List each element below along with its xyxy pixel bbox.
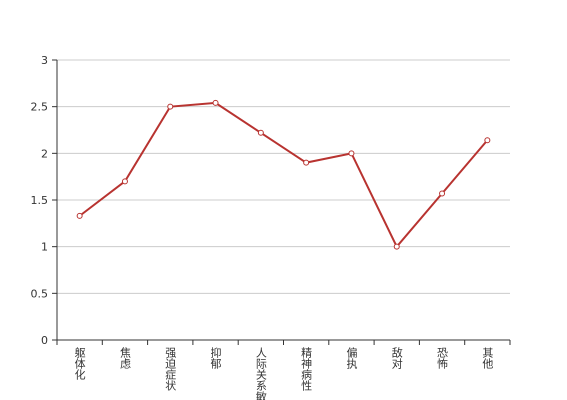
y-tick-label: 2.5 bbox=[31, 101, 49, 114]
point bbox=[348, 150, 355, 157]
line bbox=[79, 101, 489, 249]
y-tick-label: 0 bbox=[41, 334, 48, 347]
point bbox=[303, 159, 310, 166]
x-tick-label: 偏执 bbox=[345, 346, 358, 370]
y-tick-label: 0.5 bbox=[31, 287, 49, 300]
y-tick-label: 1.5 bbox=[31, 194, 49, 207]
x-tick-label: 强迫症状 bbox=[164, 347, 177, 391]
x-tick-label: 人际关系敏感 bbox=[254, 347, 267, 400]
point bbox=[167, 103, 174, 110]
point bbox=[484, 137, 491, 144]
point bbox=[212, 99, 219, 106]
point bbox=[439, 190, 446, 197]
x-tick-label: 躯体化 bbox=[73, 347, 86, 381]
x-tick-label: 精神病性 bbox=[300, 347, 313, 392]
y-tick-label: 1 bbox=[41, 241, 48, 254]
x-tick-label: 焦虑 bbox=[118, 347, 131, 369]
x-tick-label: 其他 bbox=[481, 347, 494, 369]
x-tick-label: 恐怖 bbox=[436, 347, 449, 369]
y-tick-label: 3 bbox=[41, 54, 48, 67]
x-tick-label: 敌对 bbox=[390, 346, 403, 369]
point bbox=[257, 129, 264, 136]
x-tick-label: 抑郁 bbox=[209, 346, 222, 369]
point bbox=[121, 178, 128, 185]
point bbox=[393, 243, 400, 250]
point bbox=[76, 212, 83, 219]
y-tick-label: 2 bbox=[41, 147, 48, 160]
